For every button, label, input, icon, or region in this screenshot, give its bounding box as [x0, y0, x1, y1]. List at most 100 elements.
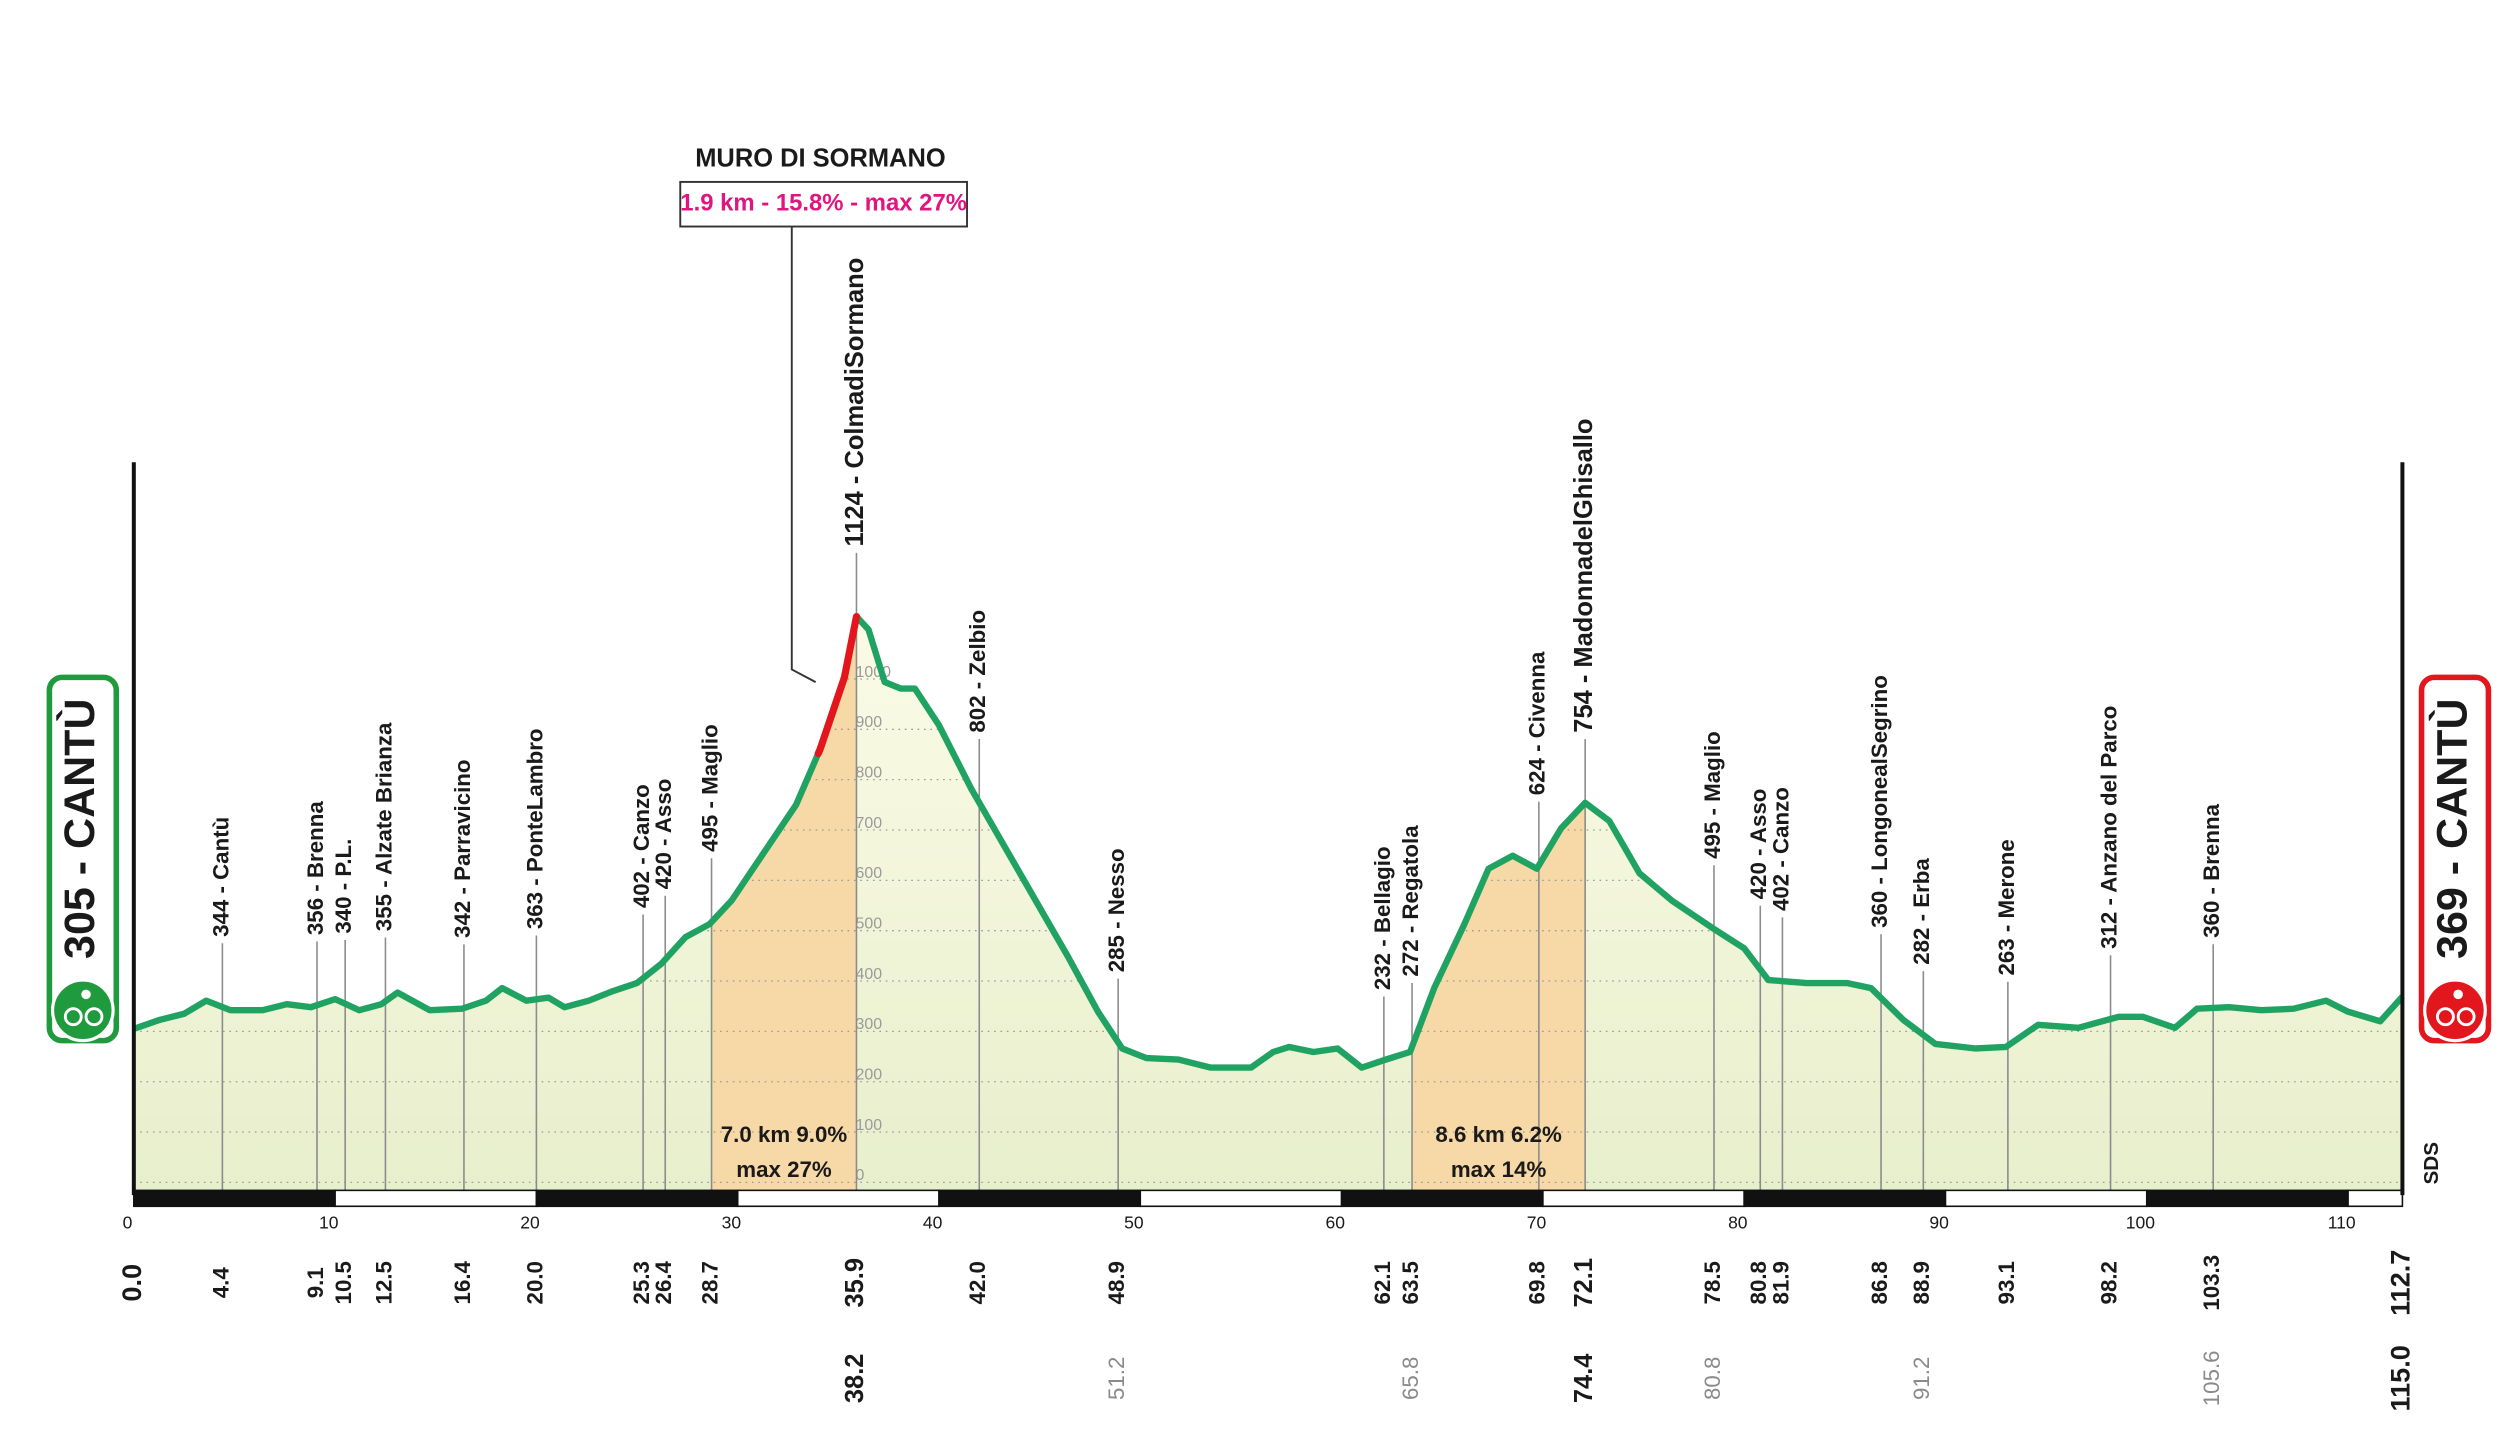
finish-km: 112.7	[2385, 1250, 2416, 1316]
waypoint-name: 312 - Anzano del Parco	[2096, 706, 2121, 949]
x-tick-label: 110	[2328, 1212, 2356, 1232]
muro-callout: MURO DI SORMANO 1.9 km - 15.8% - max 27%	[679, 144, 968, 683]
y-tick-label: 400	[856, 966, 883, 983]
x-tick-label: 40	[923, 1212, 943, 1232]
waypoint-km2: 91.2	[1909, 1357, 1934, 1400]
climb-label: 8.6 km 6.2%	[1435, 1122, 1562, 1147]
muro-info: 1.9 km - 15.8% - max 27%	[680, 190, 967, 217]
y-tick-label: 0	[856, 1167, 865, 1184]
waypoint-name: 263 - Merone	[1994, 839, 2019, 975]
waypoint-km: 10.5	[331, 1261, 356, 1304]
muro-box	[679, 180, 968, 228]
waypoint-km2: 74.4	[1570, 1353, 1598, 1403]
km-bar-segment	[1340, 1189, 1544, 1208]
y-tick-label: 100	[856, 1117, 883, 1134]
bike-wheel	[63, 1007, 83, 1027]
waypoint-km: 86.8	[1867, 1261, 1892, 1304]
waypoint-km: 20.0	[522, 1261, 547, 1304]
y-tick-label: 600	[856, 865, 883, 882]
waypoint-km: 88.9	[1909, 1261, 1934, 1304]
waypoint-km: 72.1	[1570, 1258, 1598, 1308]
climb-area	[1412, 616, 1586, 1191]
badge-label: 305 - CANTÙ	[55, 699, 104, 959]
km-bar-segment	[133, 1189, 336, 1208]
x-tick-label: 0	[123, 1212, 133, 1232]
badge-icon	[50, 978, 115, 1043]
km-bar-segment	[1139, 1189, 1343, 1208]
y-tick-label: 200	[856, 1067, 883, 1084]
waypoint-km: 69.8	[1525, 1261, 1550, 1304]
badge-icon	[2423, 978, 2487, 1043]
waypoint-km: 81.9	[1768, 1261, 1793, 1304]
climb-label: max 27%	[736, 1157, 832, 1182]
waypoint-km: 63.5	[1398, 1261, 1423, 1304]
profile-area	[133, 616, 2403, 1191]
waypoint-name: 232 - Bellagio	[1370, 846, 1395, 990]
waypoint-km: 26.4	[651, 1260, 676, 1304]
km-bar-segment	[334, 1189, 538, 1208]
waypoint-km: 25.3	[629, 1261, 654, 1304]
y-tick-label: 300	[856, 1016, 883, 1033]
waypoint-name: 624 - Civenna	[1525, 651, 1550, 795]
waypoint-km: 12.5	[371, 1261, 396, 1304]
waypoint-km2: 38.2	[841, 1354, 869, 1404]
waypoint-km: 4.4	[208, 1267, 233, 1299]
muro-title: MURO DI SORMANO	[695, 144, 945, 172]
waypoint-name: 360 - Brenna	[2199, 803, 2224, 937]
finish-km2: 115.0	[2385, 1345, 2416, 1411]
y-tick-label: 500	[856, 916, 883, 933]
waypoint-km: 16.4	[450, 1260, 475, 1304]
waypoint-km: 48.9	[1104, 1261, 1129, 1304]
x-tick-label: 70	[1527, 1212, 1547, 1232]
km-bar-segment	[938, 1189, 1142, 1208]
muro-segment	[814, 612, 861, 758]
waypoint-name: 356 - Brenna	[303, 801, 328, 935]
waypoint-name: 1124 - ColmadiSormano	[841, 258, 869, 547]
waypoint-name: 402 - Canzo	[1768, 787, 1793, 911]
x-tick-label: 10	[319, 1212, 339, 1232]
climb-label: 7.0 km 9.0%	[721, 1122, 848, 1147]
x-tick-label: 80	[1728, 1212, 1748, 1232]
bike-rider	[2453, 989, 2463, 1000]
waypoint-name: 420 - Asso	[1746, 789, 1771, 900]
waypoint-km: 78.5	[1700, 1261, 1725, 1304]
waypoint-name: 355 - Alzate Brianza	[371, 722, 396, 931]
waypoint-km: 42.0	[965, 1261, 990, 1304]
waypoint-km2: 105.6	[2199, 1350, 2224, 1406]
waypoint-name: 285 - Nesso	[1104, 848, 1129, 972]
x-tick-label: 50	[1124, 1212, 1144, 1232]
waypoint-km2: 51.2	[1104, 1357, 1129, 1400]
y-tick-label: 900	[856, 714, 883, 731]
y-tick-label: 700	[856, 815, 883, 832]
climb-area	[711, 616, 857, 1191]
bike-rider	[81, 989, 91, 1000]
bike-wheel	[2436, 1007, 2455, 1027]
waypoint-name: 402 - Canzo	[629, 784, 654, 908]
x-tick-label: 30	[722, 1212, 742, 1232]
km-bar-segment	[2145, 1189, 2349, 1208]
waypoint-name: 363 - PonteLambro	[522, 728, 547, 929]
km-bar-segment	[535, 1189, 739, 1208]
waypoint-name: 495 - Maglio	[697, 724, 722, 852]
km-bar-segment	[1944, 1189, 2148, 1208]
waypoint-name: 282 - Erba	[1909, 858, 1934, 965]
x-tick-label: 90	[1929, 1212, 1949, 1232]
bike-wheel	[2456, 1007, 2476, 1027]
waypoint-km: 103.3	[2199, 1255, 2224, 1311]
x-tick-label: 20	[520, 1212, 540, 1232]
waypoint-km: 98.2	[2096, 1261, 2121, 1304]
waypoint-name: 272 - Regatola	[1398, 825, 1423, 977]
km-bar-segment	[736, 1189, 940, 1208]
waypoint-name: 360 - LongonealSegrino	[1867, 675, 1892, 928]
km-bar-segment	[1542, 1189, 1745, 1208]
brand: SDS	[2420, 1142, 2443, 1185]
finish-km: 0.0	[116, 1264, 147, 1302]
waypoint-name: 802 - Zelbio	[965, 610, 990, 733]
waypoint-km2: 80.8	[1700, 1357, 1725, 1400]
waypoint-km: 28.7	[697, 1261, 722, 1304]
km-bar-segment	[1743, 1189, 1947, 1208]
waypoint-km: 35.9	[841, 1258, 869, 1308]
climb-label: max 14%	[1451, 1157, 1547, 1182]
badge-label: 369 - CANTÙ	[2427, 699, 2476, 959]
x-tick-label: 60	[1325, 1212, 1345, 1232]
